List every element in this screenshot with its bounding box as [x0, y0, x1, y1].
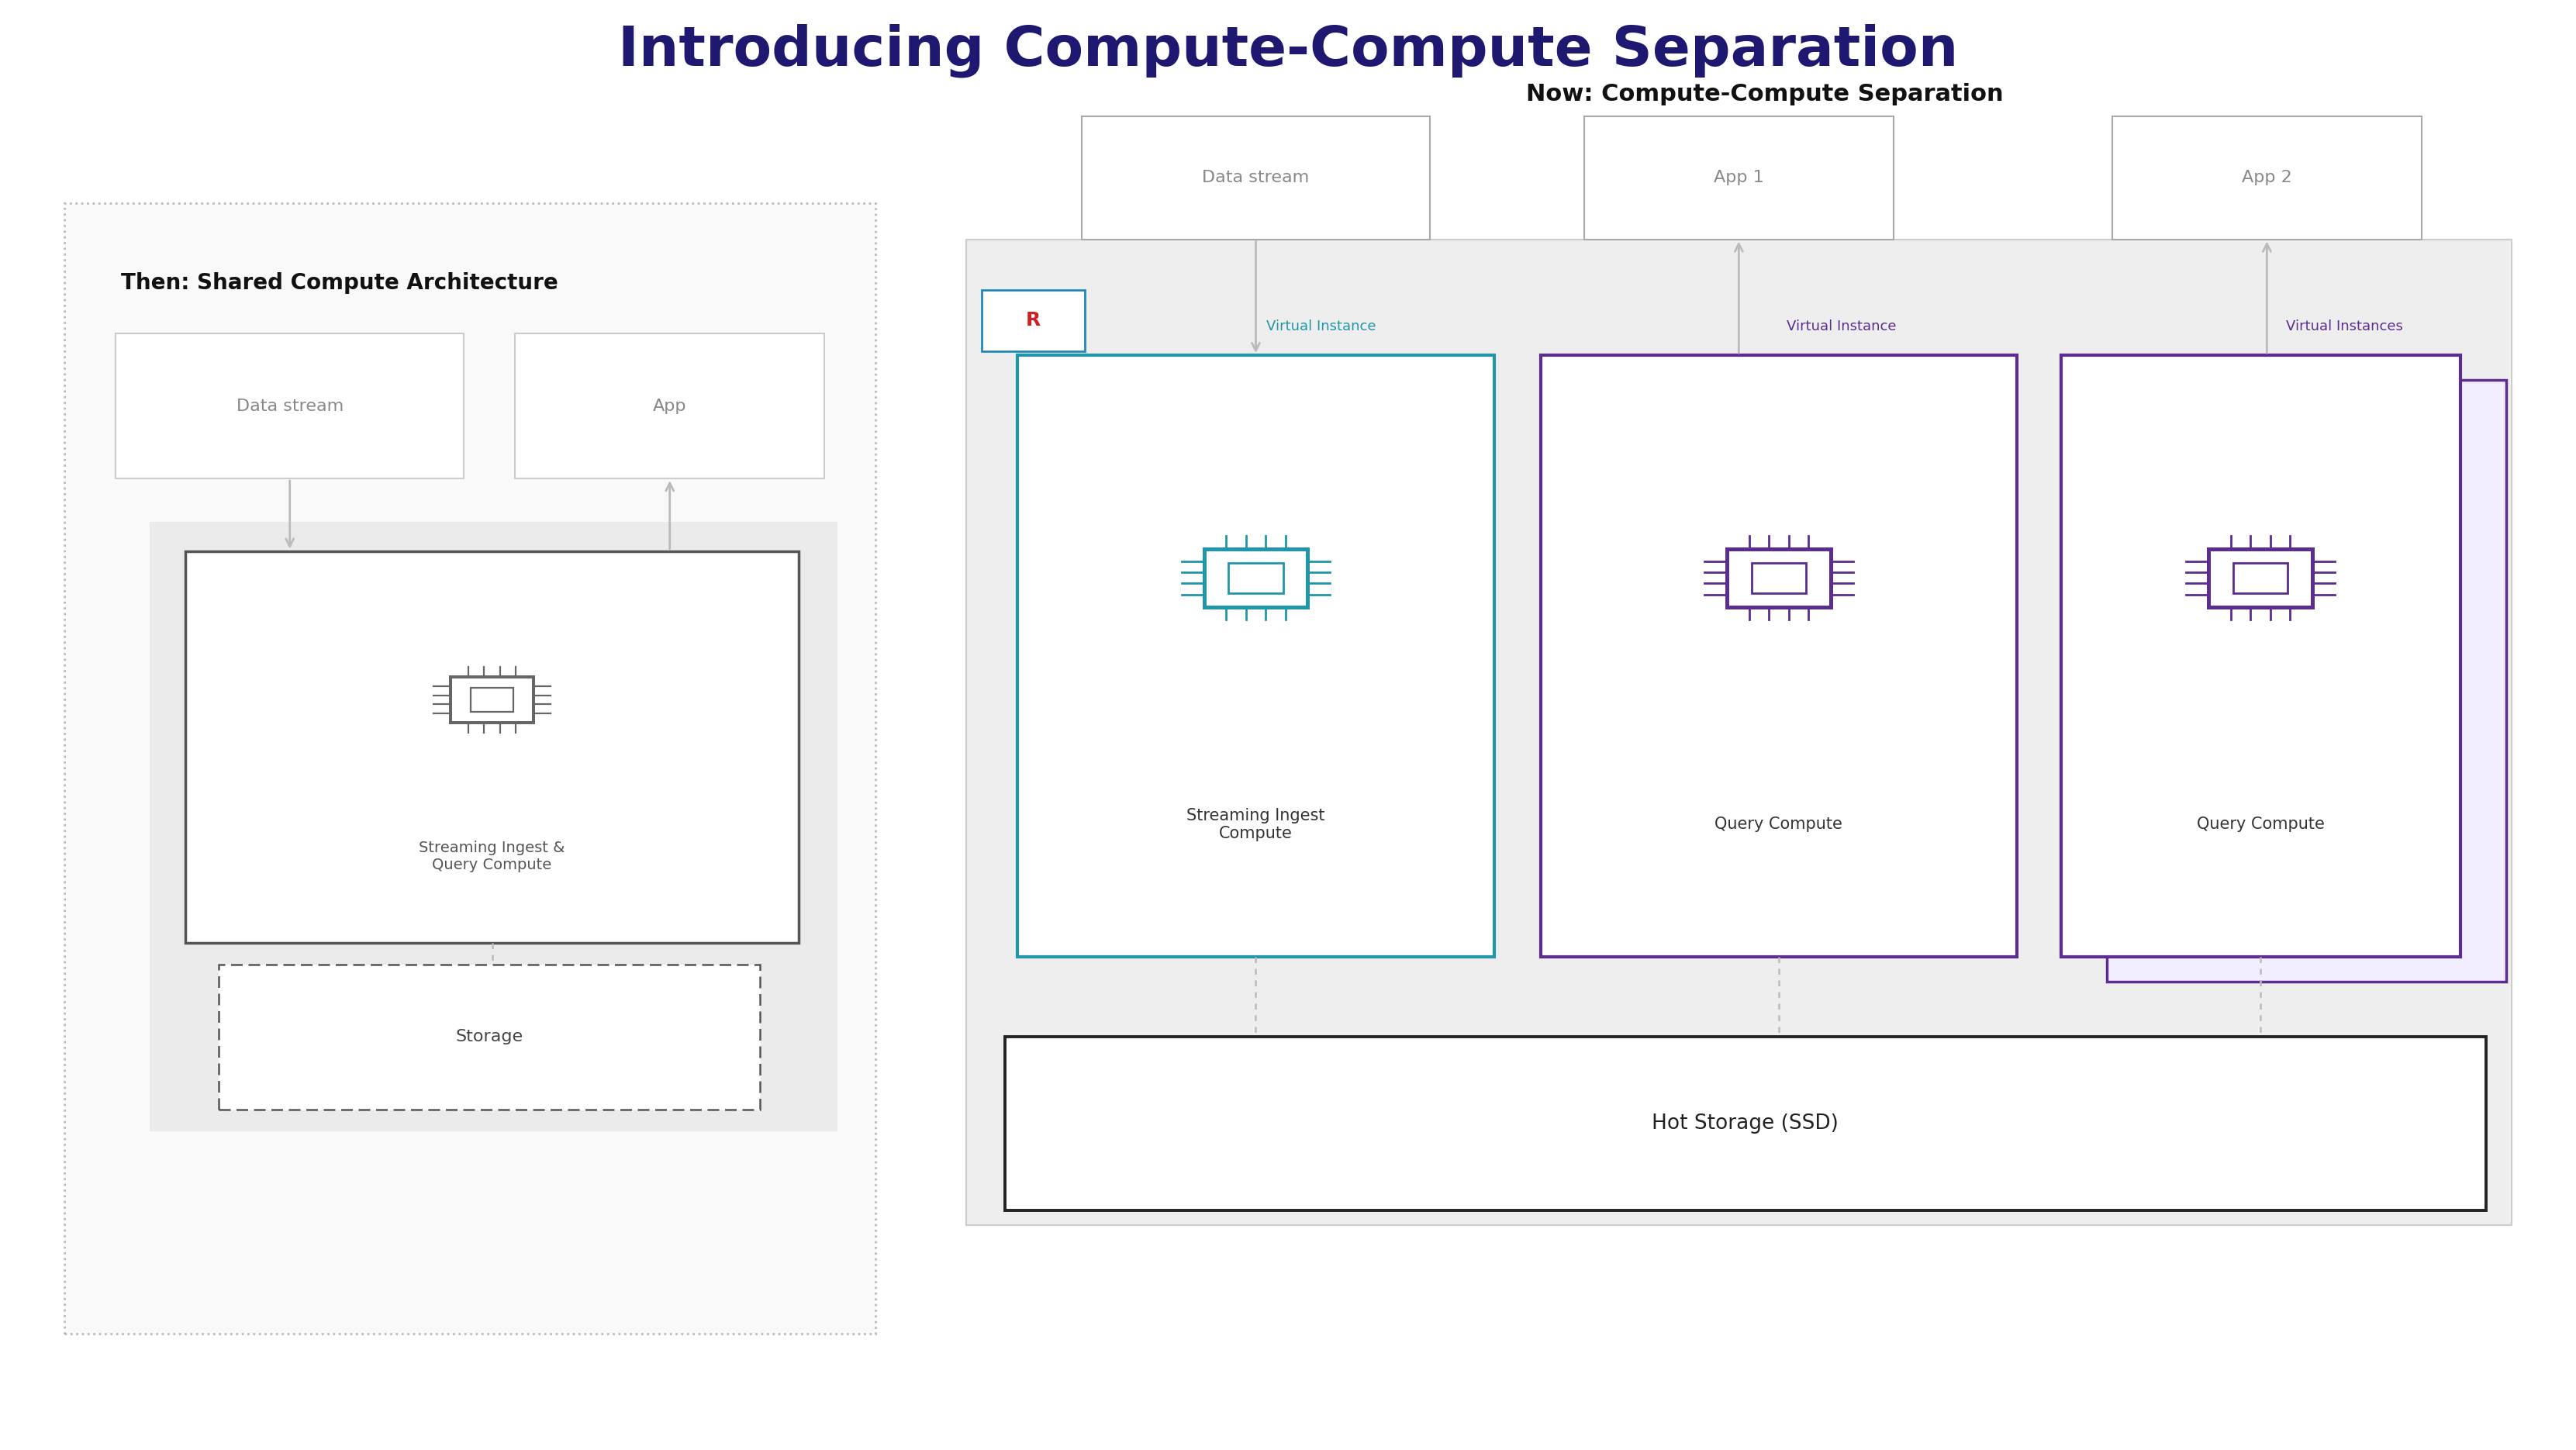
Text: Virtual Instance: Virtual Instance	[1267, 319, 1376, 334]
FancyBboxPatch shape	[515, 334, 824, 478]
FancyBboxPatch shape	[1584, 116, 1893, 239]
Text: R: R	[1025, 312, 1041, 329]
Text: App 2: App 2	[2241, 170, 2293, 186]
FancyBboxPatch shape	[1005, 1037, 2486, 1211]
FancyBboxPatch shape	[149, 522, 837, 1131]
FancyBboxPatch shape	[2112, 116, 2421, 239]
Text: Query Compute: Query Compute	[1716, 816, 1842, 832]
Text: Introducing Compute-Compute Separation: Introducing Compute-Compute Separation	[618, 23, 1958, 78]
Text: App 1: App 1	[1713, 170, 1765, 186]
FancyBboxPatch shape	[966, 239, 2512, 1225]
Text: Storage: Storage	[456, 1030, 523, 1044]
FancyBboxPatch shape	[185, 551, 799, 942]
FancyBboxPatch shape	[1018, 355, 1494, 957]
Text: Query Compute: Query Compute	[2197, 816, 2324, 832]
FancyBboxPatch shape	[1082, 116, 1430, 239]
FancyBboxPatch shape	[2061, 355, 2460, 957]
Text: Streaming Ingest
Compute: Streaming Ingest Compute	[1188, 808, 1324, 841]
FancyBboxPatch shape	[64, 203, 876, 1334]
Text: Virtual Instance: Virtual Instance	[1788, 319, 1896, 334]
FancyBboxPatch shape	[1540, 355, 2017, 957]
FancyBboxPatch shape	[219, 964, 760, 1109]
Text: App: App	[652, 399, 688, 413]
FancyBboxPatch shape	[116, 334, 464, 478]
FancyBboxPatch shape	[2107, 380, 2506, 982]
Text: Virtual Instances: Virtual Instances	[2285, 319, 2403, 334]
Text: Data stream: Data stream	[1203, 170, 1309, 186]
Text: Then: Shared Compute Architecture: Then: Shared Compute Architecture	[121, 273, 559, 293]
Text: Streaming Ingest &
Query Compute: Streaming Ingest & Query Compute	[420, 841, 564, 873]
Text: Hot Storage (SSD): Hot Storage (SSD)	[1651, 1114, 1839, 1134]
Text: Now: Compute-Compute Separation: Now: Compute-Compute Separation	[1525, 83, 2004, 106]
FancyBboxPatch shape	[981, 290, 1084, 351]
Text: Data stream: Data stream	[237, 399, 343, 413]
